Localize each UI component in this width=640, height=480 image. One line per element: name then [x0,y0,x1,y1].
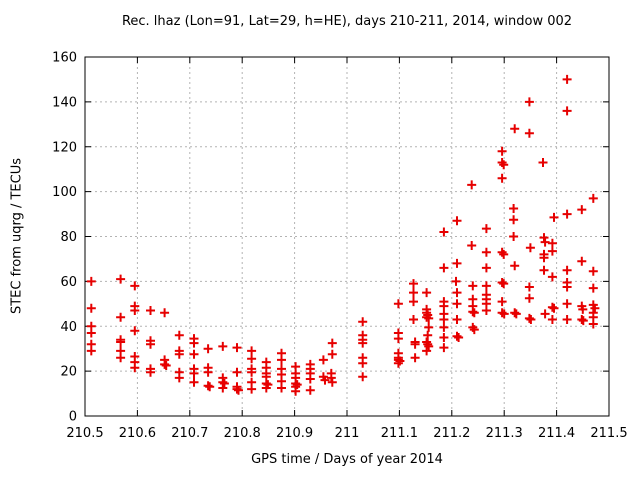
x-tick-label: 211.2 [433,426,470,441]
tick-labels: 210.5 210.6 210.7 210.8 210.9 211 211.1 211.2 21… [52,51,627,442]
y-tick-label: 80 [60,230,77,245]
y-tick-label: 20 [60,365,77,380]
x-tick-label: 210.9 [276,426,313,441]
x-tick-label: 210.7 [171,426,208,441]
y-tick-label: 160 [52,51,77,66]
x-tick-label: 211.1 [381,426,418,441]
data-points-layer [86,74,600,396]
y-tick-label: 0 [69,410,77,425]
x-tick-label: 210.8 [224,426,261,441]
x-tick-label: 210.6 [119,426,156,441]
chart-title: Rec. lhaz (Lon=91, Lat=29, h=HE), days 2… [121,14,573,29]
grid-layer [85,57,609,416]
x-tick-label: 211 [335,426,360,441]
y-tick-label: 100 [52,185,77,200]
x-tick-label: 211.3 [486,426,523,441]
plot-border [84,56,610,417]
y-tick-label: 140 [52,95,77,110]
y-tick-label: 40 [60,320,77,335]
y-tick-label: 60 [60,275,77,290]
x-tick-label: 211.4 [538,426,575,441]
x-tick-label: 211.5 [590,426,627,441]
y-axis-label: STEC from uqrg / TECUs [9,157,25,315]
series-STEC-markers [86,74,600,396]
x-tick-label: 210.5 [66,426,103,441]
y-tick-label: 120 [52,140,77,155]
x-axis-label: GPS time / Days of year 2014 [251,452,443,467]
